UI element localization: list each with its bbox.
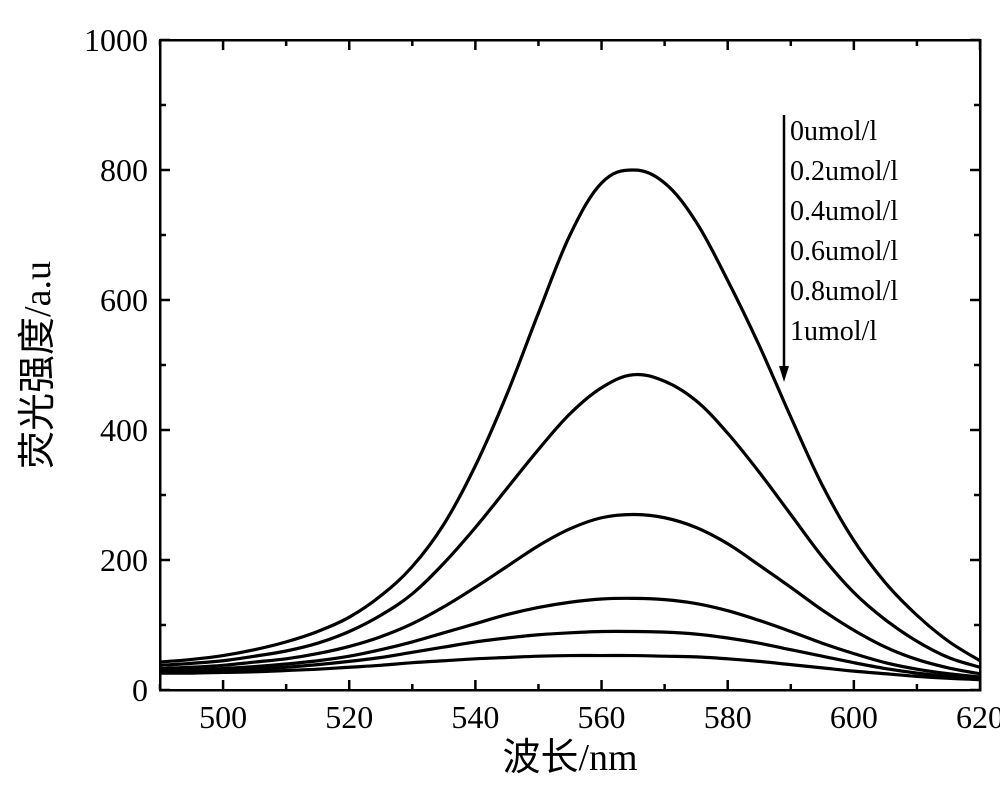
- x-tick-label: 600: [830, 699, 878, 735]
- y-axis-label: 荧光强度/a.u: [17, 261, 59, 469]
- legend-item-label: 0umol/l: [790, 116, 877, 147]
- y-tick-label: 400: [100, 412, 148, 448]
- legend-item-label: 0.8umol/l: [790, 276, 898, 307]
- legend-item-label: 0.4umol/l: [790, 196, 898, 227]
- y-tick-label: 800: [100, 152, 148, 188]
- x-tick-label: 520: [325, 699, 373, 735]
- y-tick-label: 0: [132, 672, 148, 708]
- x-tick-label: 580: [704, 699, 752, 735]
- x-tick-label: 620: [956, 699, 1000, 735]
- y-tick-label: 600: [100, 282, 148, 318]
- legend-item-label: 0.6umol/l: [790, 236, 898, 267]
- chart-container: 500 520 540 560 580 600 620 0 200 400 600 800 1000 波长…: [0, 0, 1000, 805]
- y-tick-label: 1000: [84, 22, 148, 58]
- legend-item-label: 0.2umol/l: [790, 156, 898, 187]
- x-tick-label: 540: [451, 699, 499, 735]
- chart-svg: 500 520 540 560 580 600 620 0 200 400 600 800 1000 波长…: [0, 0, 1000, 805]
- x-tick-label: 560: [578, 699, 626, 735]
- y-tick-label: 200: [100, 542, 148, 578]
- x-axis-label: 波长/nm: [502, 737, 637, 779]
- legend-item-label: 1umol/l: [790, 316, 877, 347]
- x-tick-label: 500: [199, 699, 247, 735]
